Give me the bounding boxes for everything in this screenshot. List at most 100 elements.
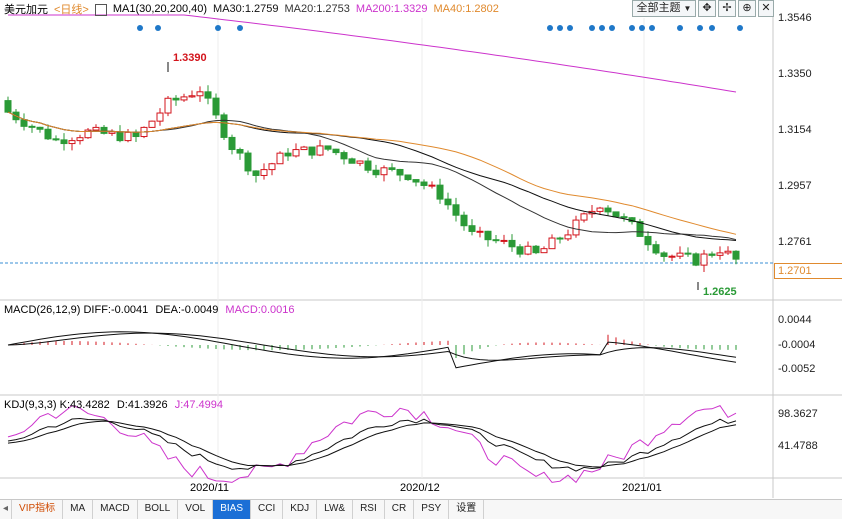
candle-body (300, 146, 308, 151)
candle-body (196, 91, 204, 97)
kdj-d: D:41.3926 (116, 399, 168, 411)
candle-body (52, 138, 60, 141)
kdj-d-line (7, 420, 737, 468)
signal-dot (677, 25, 683, 31)
candle-body (364, 160, 372, 171)
candle-body (316, 145, 324, 156)
candle-body (340, 152, 348, 160)
candle-body (700, 253, 708, 266)
signal-dot (237, 25, 243, 31)
candle-body (452, 204, 460, 216)
candle-body (276, 152, 284, 165)
candle-body (76, 137, 84, 142)
theme-select[interactable]: 全部主题 ▼ (632, 0, 696, 17)
close-icon[interactable]: ✕ (758, 0, 774, 17)
candle-body (572, 219, 580, 236)
y-tick-label: 1.3546 (778, 12, 812, 24)
signal-dot (137, 25, 143, 31)
signal-dot (589, 25, 595, 31)
candle-body (84, 129, 92, 139)
signal-dot (737, 25, 743, 31)
candle-body (148, 120, 156, 128)
tab-vip[interactable]: VIP指标 (12, 500, 64, 519)
signal-dot (697, 25, 703, 31)
candle-body (652, 244, 660, 254)
kdj-j: J:47.4994 (174, 399, 224, 411)
candle-body (604, 207, 612, 213)
signal-dot (155, 25, 161, 31)
candle-body (36, 126, 44, 130)
candle-body (412, 179, 420, 183)
candle-body (372, 169, 380, 176)
candle-body (260, 169, 268, 176)
current-price-badge: 1.2701 (774, 263, 842, 279)
y-tick-label: 1.3350 (778, 68, 812, 80)
candle-body (548, 237, 556, 250)
macd-tick-label: -0.0004 (778, 339, 816, 351)
tab-cr[interactable]: CR (385, 500, 415, 519)
candle-body (188, 95, 196, 98)
ma200-value: MA200:1.3329 (355, 3, 428, 15)
candle-body (564, 234, 572, 240)
candle-body (228, 136, 236, 151)
symbol-label: 美元加元 (4, 4, 48, 16)
tab-psy[interactable]: PSY (414, 500, 450, 519)
ma-settings-icon[interactable] (94, 4, 107, 16)
candle-body (60, 139, 68, 145)
candle-body (524, 245, 532, 255)
candle-body (476, 230, 484, 233)
candle-body (348, 158, 356, 164)
macd-value: MACD:0.0016 (225, 304, 295, 316)
tab-rsi[interactable]: RSI (353, 500, 385, 519)
candle-body (92, 126, 100, 131)
signal-dot (649, 25, 655, 31)
chart-header: 美元加元 <日线> MA1(30,20,200,40) MA30:1.2759 … (4, 1, 499, 17)
candle-body (116, 131, 124, 142)
kdj-tick-label: 41.4788 (778, 440, 818, 452)
candle-body (100, 126, 108, 134)
macd-tick-label: 0.0044 (778, 314, 812, 326)
tab-bias[interactable]: BIAS (213, 500, 251, 519)
ma-label: MA1(30,20,200,40) (112, 3, 208, 15)
period-label[interactable]: <日线> (54, 4, 89, 16)
candle-body (484, 230, 492, 241)
zoom-icon[interactable]: ⊕ (738, 0, 756, 17)
signal-dot (629, 25, 635, 31)
tab-macd[interactable]: MACD (93, 500, 138, 519)
candle-body (716, 252, 724, 256)
candle-body (500, 239, 508, 242)
indicator-tabbar: ◂ VIP指标 MA MACD BOLL VOL BIAS CCI KDJ LW… (0, 499, 842, 519)
tab-settings[interactable]: 设置 (449, 500, 485, 519)
chevron-left-icon[interactable]: ◂ (0, 500, 13, 519)
candle-body (388, 167, 396, 170)
tab-cci[interactable]: CCI (251, 500, 284, 519)
theme-select-label: 全部主题 (636, 2, 681, 14)
candle-body (612, 211, 620, 218)
ma20-value: MA20:1.2753 (284, 3, 350, 15)
candle-body (284, 152, 292, 157)
tab-kdj[interactable]: KDJ (283, 500, 318, 519)
tab-lw[interactable]: LW& (317, 500, 354, 519)
kdj-tick-label: 98.3627 (778, 408, 818, 420)
candle-body (124, 131, 132, 142)
ma200-line (8, 14, 737, 93)
candle-body (28, 125, 36, 128)
crosshair-icon[interactable]: ✢ (718, 0, 736, 17)
candle-body (268, 163, 276, 171)
move-icon[interactable]: ✥ (698, 0, 716, 17)
candle-body (172, 97, 180, 101)
tab-boll[interactable]: BOLL (138, 500, 179, 519)
tab-ma[interactable]: MA (63, 500, 94, 519)
macd-diff-line (7, 331, 737, 369)
kdj-title: KDJ(9,3,3) (4, 399, 57, 411)
macd-tick-label: -0.0052 (778, 363, 816, 375)
candle-body (684, 252, 692, 255)
tab-vol[interactable]: VOL (178, 500, 214, 519)
candle-body (20, 119, 28, 127)
candle-body (380, 167, 388, 176)
candle-body (292, 149, 300, 157)
candle-body (708, 253, 716, 256)
macd-dea-line (7, 332, 737, 361)
kdj-k: K:43.4282 (59, 399, 110, 411)
